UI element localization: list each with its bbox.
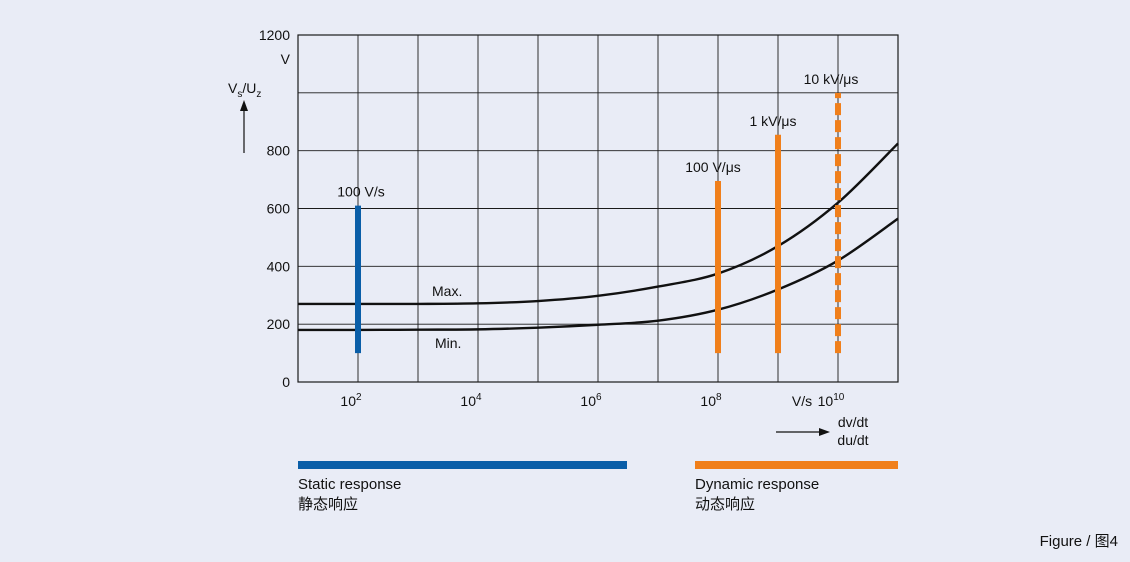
x-unit-label: V/s bbox=[792, 393, 812, 409]
static-response-bar bbox=[298, 461, 627, 469]
x-tick-label: 102 bbox=[340, 392, 362, 409]
y-tick-label: 400 bbox=[267, 258, 291, 274]
y-tick-label: 0 bbox=[282, 374, 290, 390]
rate-bar-label-1: 100 V/s bbox=[337, 184, 384, 200]
x-axis-label-line1: dv/dt bbox=[838, 414, 868, 430]
x-tick-label: 106 bbox=[580, 392, 602, 409]
plot-frame bbox=[297, 34, 899, 383]
static-response-text: Static response bbox=[298, 476, 402, 493]
x-tick-label: 108 bbox=[700, 392, 722, 409]
dynamic-response-label: Dynamic response 动态响应 bbox=[695, 475, 819, 515]
figure-caption: Figure / 图4 bbox=[1039, 533, 1118, 550]
min-curve-label: Min. bbox=[435, 335, 461, 351]
chart-svg: 0 200 400 600 800 1200 V Vs/Uz 102 104 106 108 1010 V… bbox=[228, 27, 899, 448]
dynamic-response-bar bbox=[695, 461, 898, 469]
y-unit-label: V bbox=[281, 51, 291, 67]
max-curve bbox=[298, 142, 899, 306]
y-axis-label: Vs/Uz bbox=[228, 80, 261, 100]
x-axis-arrowhead bbox=[819, 428, 830, 436]
max-curve-label: Max. bbox=[432, 283, 462, 299]
x-tick-label: 1010 bbox=[818, 392, 845, 409]
x-tick-label: 104 bbox=[460, 392, 482, 409]
dynamic-response-text: Dynamic response bbox=[695, 476, 820, 493]
dynamic-response-text-cn: 动态响应 bbox=[695, 496, 756, 513]
y-tick-label: 200 bbox=[267, 316, 291, 332]
static-response-label: Static response 静态响应 bbox=[298, 475, 401, 515]
y-tick-label: 600 bbox=[267, 201, 291, 217]
rate-bar-label-4: 10 kV/μs bbox=[804, 71, 859, 87]
y-axis-arrowhead bbox=[240, 100, 248, 111]
x-axis-label-line2: du/dt bbox=[837, 432, 868, 448]
y-tick-label: 1200 bbox=[259, 27, 290, 43]
min-curve bbox=[297, 217, 899, 332]
static-response-text-cn: 静态响应 bbox=[298, 496, 359, 513]
rate-bar-label-2: 100 V/μs bbox=[685, 159, 741, 175]
y-tick-label: 800 bbox=[267, 143, 291, 159]
rate-bar-label-3: 1 kV/μs bbox=[750, 113, 797, 129]
